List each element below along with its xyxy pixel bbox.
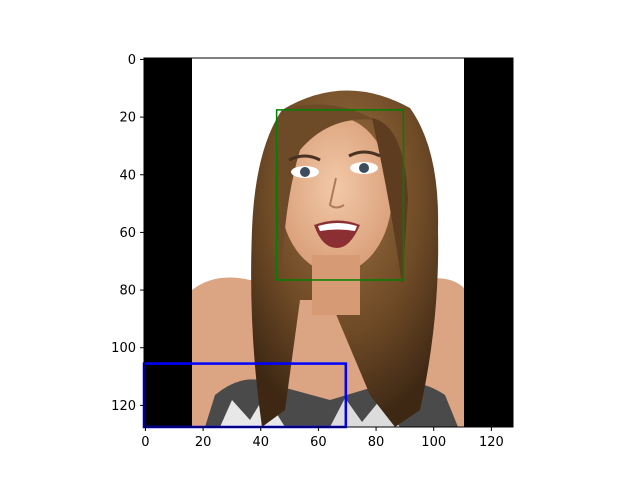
y-tick-label: 100: [111, 341, 136, 356]
x-tick-label: 80: [368, 435, 385, 450]
y-tick-label: 60: [119, 226, 136, 241]
x-tick-label: 100: [421, 435, 446, 450]
x-tick-label: 60: [310, 435, 327, 450]
y-tick-label: 0: [128, 53, 136, 68]
x-tick-label: 20: [195, 435, 212, 450]
x-tick-label: 0: [141, 435, 149, 450]
y-tick-label: 40: [119, 168, 136, 183]
y-tick-label: 80: [119, 284, 136, 299]
y-tick-label: 120: [111, 399, 136, 414]
x-axis: 0 20 40 60 80 100 120: [141, 427, 504, 450]
image-area: [144, 58, 513, 427]
axes-frame: [143, 57, 514, 428]
x-tick-label: 120: [479, 435, 504, 450]
x-tick-label: 40: [252, 435, 269, 450]
face-box: [275, 109, 405, 281]
y-axis: 0 20 40 60 80 100 120: [111, 53, 144, 414]
y-tick-label: 20: [119, 111, 136, 126]
